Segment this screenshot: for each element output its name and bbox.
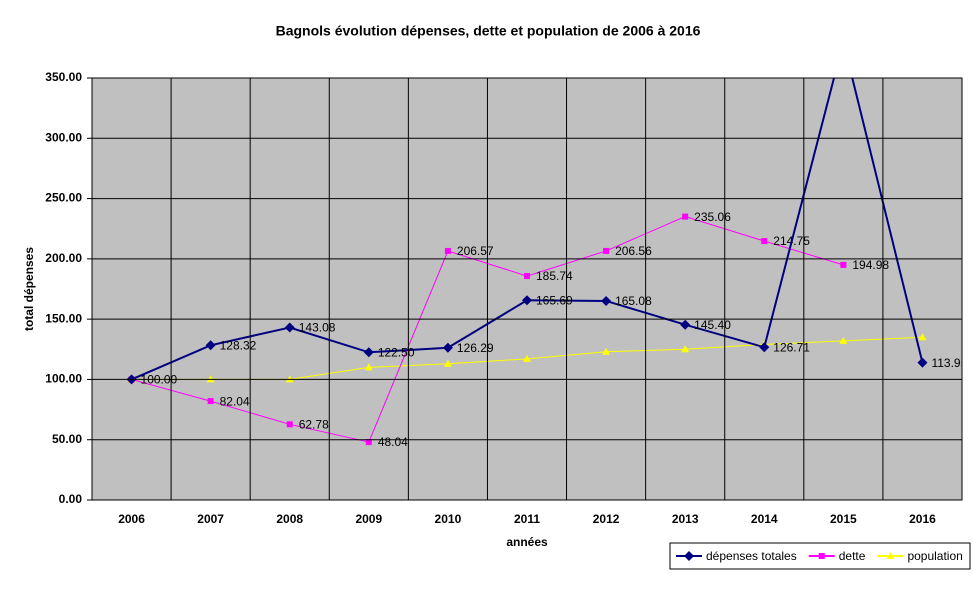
point [759, 342, 770, 353]
x-tick-label: 2016 [909, 512, 936, 526]
data-label: 145.40 [694, 318, 731, 332]
data-label: 165.08 [615, 294, 652, 308]
data-label: 206.57 [457, 244, 494, 258]
data-label: 235.06 [694, 210, 731, 224]
y-tick-label: 0.00 [59, 492, 83, 506]
x-tick-label: 2012 [593, 512, 620, 526]
data-label: 122.50 [378, 345, 415, 359]
legend-label: dépenses totales [706, 549, 797, 563]
point [601, 295, 612, 306]
point [838, 37, 848, 47]
point [443, 359, 452, 367]
chart-title: Bagnols évolution dépenses, dette et pop… [276, 23, 701, 39]
y-tick-label: 150.00 [45, 311, 82, 325]
data-label: 126.29 [457, 341, 494, 355]
x-tick-label: 2014 [751, 512, 778, 526]
x-tick-label: 2010 [435, 512, 462, 526]
point [840, 261, 847, 268]
y-tick-label: 100.00 [45, 372, 82, 386]
point [363, 347, 374, 358]
x-tick-label: 2006 [118, 512, 145, 526]
point [917, 357, 928, 368]
point [818, 553, 825, 559]
point [839, 336, 848, 344]
point [602, 347, 611, 355]
point [761, 238, 768, 245]
x-tick-label: 2011 [514, 512, 540, 526]
data-label: 165.69 [536, 293, 573, 307]
data-label: 126.71 [773, 340, 810, 354]
y-tick-label: 300.00 [45, 130, 82, 144]
point [522, 295, 532, 306]
data-label: 206.56 [615, 244, 652, 258]
point [918, 333, 927, 341]
x-tick-label: 2007 [197, 512, 224, 526]
point [682, 213, 689, 220]
point [205, 340, 216, 351]
legend-label: dette [839, 549, 866, 563]
x-tick-label: 2009 [355, 512, 382, 526]
data-label: 143.08 [299, 321, 336, 335]
point [523, 354, 531, 362]
point [886, 552, 895, 559]
x-tick-label: 2013 [672, 512, 699, 526]
y-tick-label: 250.00 [45, 191, 82, 205]
point [286, 421, 293, 428]
x-axis-label: années [506, 535, 548, 549]
data-label: 62.78 [299, 417, 329, 431]
point [680, 319, 691, 330]
data-label: 194.98 [852, 258, 889, 272]
point [442, 342, 453, 353]
y-tick-label: 50.00 [52, 432, 82, 446]
data-label: 48.04 [378, 435, 408, 449]
data-label: 113.95 [931, 356, 967, 370]
point [207, 398, 214, 405]
x-tick-label: 2008 [276, 512, 303, 526]
point [444, 247, 451, 254]
data-label: 185.74 [536, 269, 573, 283]
y-tick-label: 350.00 [45, 70, 82, 84]
y-axis-label: total dépenses [22, 247, 36, 331]
point [681, 345, 690, 353]
point [684, 551, 694, 561]
x-tick-label: 2015 [830, 512, 857, 526]
plot-area [91, 77, 963, 501]
point [365, 439, 372, 446]
y-tick-label: 200.00 [45, 251, 82, 265]
point [524, 273, 530, 280]
legend-label: population [907, 549, 962, 563]
point [603, 247, 610, 254]
point [284, 322, 295, 333]
data-label: 128.32 [220, 338, 257, 352]
data-label: 82.04 [220, 394, 250, 408]
point [364, 363, 373, 371]
